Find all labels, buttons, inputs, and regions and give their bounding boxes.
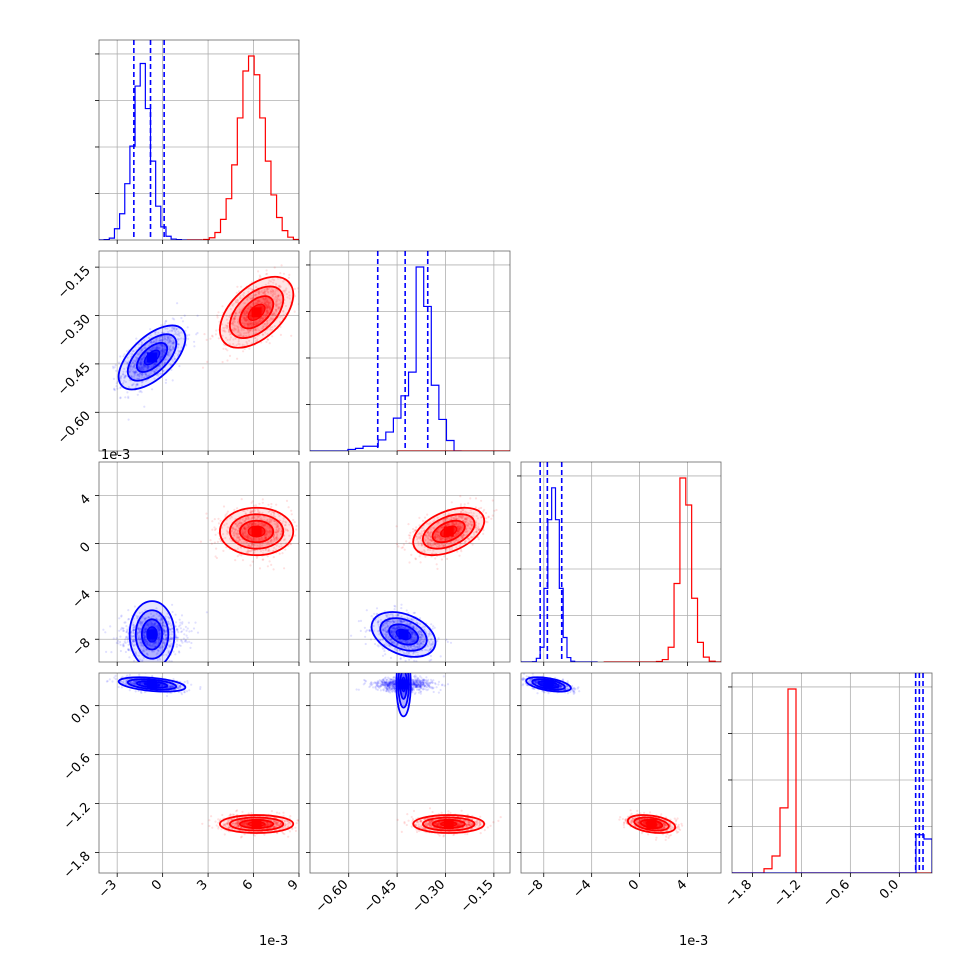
x-tick-label: −1.2 xyxy=(771,877,804,910)
panel-frame xyxy=(98,461,300,663)
panel-frame xyxy=(98,672,300,874)
y-tick-label: −1.8 xyxy=(61,849,94,882)
density-peak xyxy=(251,307,262,318)
scatter-panel-2-3: −8 −4 0 4 xyxy=(517,672,722,901)
y-tick-label: −8 xyxy=(70,635,94,659)
density-peak xyxy=(398,679,409,690)
hist-panel-0 xyxy=(95,39,300,244)
x-tick-label: −0.30 xyxy=(410,877,449,916)
panel-content xyxy=(99,40,299,240)
panel-frame xyxy=(731,672,933,874)
hist-panel-3: −1.8 −1.2 −0.6 0.0 xyxy=(722,672,933,910)
y-tick-label: −1.2 xyxy=(61,800,94,833)
histogram-series-b xyxy=(186,55,299,240)
density-peak xyxy=(147,629,158,640)
density-peak xyxy=(443,819,454,830)
y-tick-label: −0.45 xyxy=(55,360,94,399)
density-peak xyxy=(646,819,657,830)
x-tick-label: 9 xyxy=(285,877,301,893)
hist-panel-2 xyxy=(517,461,722,666)
x-tick-label: −1.8 xyxy=(722,877,755,910)
y-tick-label: −0.30 xyxy=(55,312,94,351)
histogram-series-b xyxy=(732,688,932,873)
panel-frame xyxy=(309,461,511,663)
density-peak xyxy=(398,629,409,640)
x-tick-label: 3 xyxy=(194,877,210,893)
x-tick-label: −0.6 xyxy=(820,877,853,910)
density-peak xyxy=(251,819,262,830)
density-peak xyxy=(443,526,454,537)
x-tick-label: −3 xyxy=(96,877,120,901)
offset-label-x3: 1e-3 xyxy=(679,934,708,949)
scatter-points-series-b xyxy=(395,495,498,571)
panel-content xyxy=(99,251,299,451)
hist-panel-1 xyxy=(306,250,511,455)
y-tick-label: −0.60 xyxy=(55,409,94,448)
x-tick-label: 0 xyxy=(149,877,165,893)
density-peak xyxy=(543,679,554,690)
panel-content xyxy=(99,462,299,662)
histogram-series-a xyxy=(310,266,462,451)
x-tick-label: 6 xyxy=(240,877,256,893)
density-peak xyxy=(147,352,158,363)
histogram-series-a xyxy=(521,487,598,662)
scatter-panel-0-2: −8 −4 0 4 xyxy=(70,461,300,666)
panel-frame xyxy=(520,672,722,874)
y-tick-label: 0 xyxy=(77,540,93,556)
x-tick-label: 0 xyxy=(626,877,642,893)
offset-label-x1: 1e-3 xyxy=(259,934,288,949)
density-peak xyxy=(251,526,262,537)
offset-label-y: 1e-3 xyxy=(101,448,130,463)
panel-frame xyxy=(309,672,511,874)
histogram-series-a xyxy=(732,834,932,873)
x-tick-label: −4 xyxy=(570,877,594,901)
x-tick-label: 4 xyxy=(674,877,690,893)
y-tick-label: −0.15 xyxy=(55,263,94,302)
panel-content xyxy=(310,673,510,873)
panel-content xyxy=(310,462,510,662)
histogram-series-b xyxy=(603,477,721,662)
y-tick-label: −4 xyxy=(70,588,94,612)
panel-content xyxy=(521,673,721,873)
scatter-panel-1-3: −0.60 −0.45 −0.30 −0.15 xyxy=(306,672,511,916)
x-tick-label: −0.60 xyxy=(313,877,352,916)
panel-frame xyxy=(309,250,511,452)
y-tick-label: −0.6 xyxy=(61,751,94,784)
scatter-panel-1-2 xyxy=(306,461,511,666)
panel-frame xyxy=(520,461,722,663)
scatter-panel-0-3: −3 0 3 6 9 −1.8 −1.2 −0.6 0.0 xyxy=(61,672,302,901)
panel-frame xyxy=(98,250,300,452)
panel-content xyxy=(310,251,510,451)
y-tick-label: 0.0 xyxy=(69,702,94,727)
x-tick-label: −0.45 xyxy=(361,877,400,916)
x-tick-label: 0.0 xyxy=(877,877,902,902)
y-tick-label: 4 xyxy=(77,492,93,508)
panel-frame xyxy=(98,39,300,241)
panel-content xyxy=(732,673,932,873)
panel-content xyxy=(521,462,721,662)
x-tick-label: −8 xyxy=(522,877,546,901)
density-peak xyxy=(147,679,158,690)
scatter-panel-0-1: −0.60 −0.45 −0.30 −0.15 xyxy=(55,250,300,455)
panel-content xyxy=(99,673,299,873)
x-tick-label: −0.15 xyxy=(458,877,497,916)
